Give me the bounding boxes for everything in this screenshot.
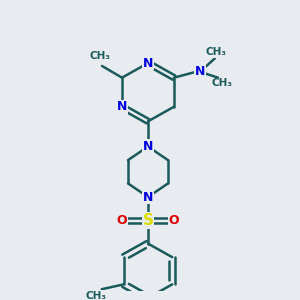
Text: N: N: [117, 100, 127, 113]
Text: CH₃: CH₃: [206, 47, 226, 57]
Text: N: N: [143, 140, 153, 153]
Text: N: N: [143, 190, 153, 203]
Text: CH₃: CH₃: [85, 291, 106, 300]
Text: N: N: [143, 57, 153, 70]
Text: O: O: [169, 214, 179, 227]
Text: S: S: [142, 213, 154, 228]
Text: CH₃: CH₃: [212, 79, 233, 88]
Text: CH₃: CH₃: [89, 51, 110, 61]
Text: N: N: [195, 65, 205, 78]
Text: O: O: [117, 214, 127, 227]
